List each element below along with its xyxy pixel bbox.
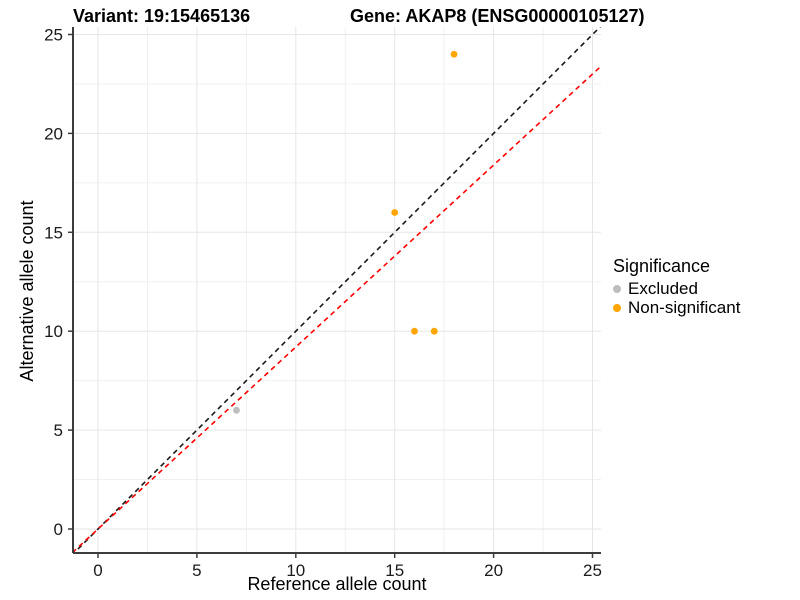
x-tick-label: 0	[93, 561, 102, 580]
legend-item-label: Excluded	[628, 279, 698, 298]
legend-item-non-significant: Non-significant	[613, 298, 741, 317]
x-tick-label: 25	[583, 561, 602, 580]
data-point-non-significant	[450, 50, 458, 58]
legend-items: Excluded Non-significant	[613, 279, 741, 317]
legend-swatch-icon	[613, 285, 621, 293]
fit-line	[73, 65, 601, 553]
legend-title: Significance	[613, 256, 711, 276]
data-point-non-significant	[411, 327, 418, 335]
identity-line	[73, 27, 601, 553]
y-tick-label: 5	[54, 421, 63, 440]
y-tick-label: 10	[44, 322, 63, 341]
y-tick-label: 25	[44, 26, 63, 45]
x-tick-label: 15	[385, 561, 404, 580]
x-tick-label: 10	[286, 561, 305, 580]
x-axis-label: Reference allele count	[247, 574, 427, 594]
title-row: Variant: 19:15465136 Gene: AKAP8 (ENSG00…	[0, 6, 800, 30]
reference-lines	[73, 27, 601, 553]
legend-swatch-icon	[613, 304, 621, 312]
y-tick-label: 20	[44, 124, 63, 143]
data-point-excluded	[233, 406, 240, 414]
x-tick-label: 20	[484, 561, 503, 580]
x-tick-label: 5	[192, 561, 201, 580]
legend: Significance Excluded Non-significant	[613, 256, 740, 318]
y-axis-label: Alternative allele count	[17, 200, 37, 382]
y-tick-label: 15	[44, 223, 63, 242]
y-tick-label: 0	[54, 520, 63, 539]
data-point-non-significant	[391, 209, 399, 216]
gene-title: Gene: AKAP8 (ENSG00000105127)	[350, 6, 645, 26]
data-point-non-significant	[430, 327, 438, 335]
legend-item-excluded: Excluded	[613, 279, 740, 298]
legend-item-label: Non-significant	[628, 298, 741, 317]
variant-title: Variant: 19:15465136	[73, 6, 251, 26]
